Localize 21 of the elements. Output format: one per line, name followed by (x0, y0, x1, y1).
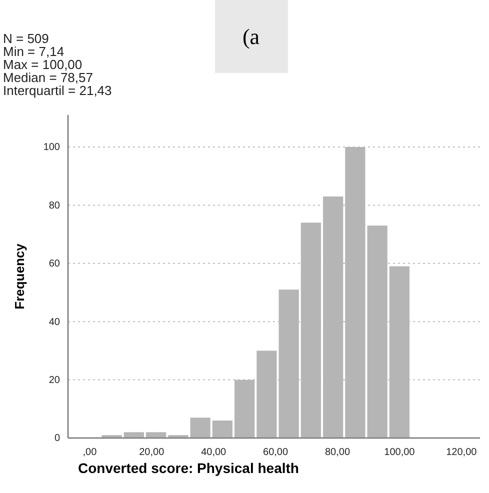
chart-title: (a (242, 24, 260, 49)
x-tick-label: ,00 (82, 447, 98, 458)
x-axis-title: Converted score: Physical health (78, 460, 299, 476)
x-tick-label: 120,00 (446, 447, 478, 458)
text: Median = 78,57 (3, 70, 93, 85)
x-tick-label: 40,00 (201, 447, 227, 458)
x-tick-label: 20,00 (139, 447, 165, 458)
y-tick-label: 60 (48, 258, 60, 270)
text: Interquartil = 21,43 (3, 83, 112, 98)
y-tick-label: 40 (48, 316, 60, 328)
text: Max = 100,00 (3, 57, 82, 72)
text: N = 509 (3, 31, 49, 46)
x-tick-label: 100,00 (384, 447, 416, 458)
y-tick-label: 0 (54, 433, 60, 444)
text: Min = 7,14 (3, 44, 64, 59)
x-tick-label: 60,00 (263, 447, 288, 458)
y-tick-label: 100 (43, 142, 60, 154)
y-tick-label: 20 (48, 375, 60, 386)
y-axis-title: Frequency (12, 242, 27, 310)
x-tick-label: 80,00 (324, 447, 350, 458)
y-tick-label: 80 (48, 200, 60, 212)
